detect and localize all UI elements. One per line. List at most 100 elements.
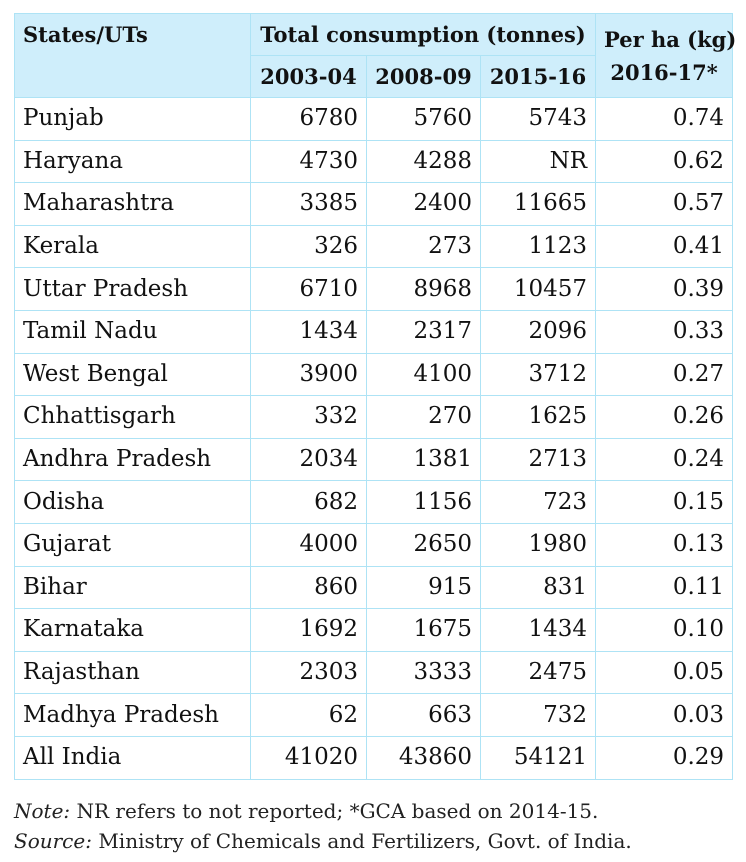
value-2015-16: NR (479, 139, 597, 184)
value-per-ha: 0.03 (595, 693, 734, 737)
table-row: All India 41020 43860 54121 0.29 (14, 735, 734, 780)
value-per-ha: 0.39 (595, 267, 734, 311)
value-2015-16: 831 (479, 565, 597, 610)
value-2015-16: 1434 (479, 608, 597, 652)
header-per-ha-label: Per ha (kg) (604, 27, 737, 52)
value-2003-04: 1692 (250, 608, 367, 652)
value-2008-09: 915 (366, 565, 481, 610)
value-per-ha: 0.24 (595, 437, 734, 482)
table-row: Kerala 326 273 1123 0.41 (14, 224, 734, 269)
value-per-ha: 0.29 (595, 735, 734, 780)
table-row: West Bengal 3900 4100 3712 0.27 (14, 352, 734, 397)
value-2015-16: 1625 (479, 395, 597, 439)
consumption-table-container: States/UTs Total consumption (tonnes) Pe… (14, 13, 737, 780)
table-row: Tamil Nadu 1434 2317 2096 0.33 (14, 309, 734, 354)
value-2015-16: 10457 (479, 267, 597, 311)
value-2008-09: 3333 (366, 650, 481, 695)
value-2008-09: 5760 (366, 97, 481, 141)
header-per-ha: Per ha (kg) 2016-17* (595, 13, 737, 98)
value-2015-16: 2096 (479, 309, 597, 354)
value-2003-04: 1434 (250, 309, 367, 354)
value-2008-09: 43860 (366, 735, 481, 780)
value-per-ha: 0.11 (595, 565, 734, 610)
table-row: Punjab 6780 5760 5743 0.74 (14, 97, 734, 141)
value-2008-09: 2400 (366, 182, 481, 226)
value-2003-04: 4000 (250, 522, 367, 567)
value-per-ha: 0.74 (595, 97, 734, 141)
source-label: Source: (14, 829, 92, 853)
value-2003-04: 3385 (250, 182, 367, 226)
value-2003-04: 326 (250, 224, 367, 269)
source-line: Source: Ministry of Chemicals and Fertil… (14, 826, 632, 856)
value-2015-16: 54121 (479, 735, 597, 780)
table-row: Uttar Pradesh 6710 8968 10457 0.39 (14, 267, 734, 311)
header-total-consumption: Total consumption (tonnes) (249, 13, 597, 56)
table-row: Gujarat 4000 2650 1980 0.13 (14, 522, 734, 567)
value-2015-16: 3712 (479, 352, 597, 397)
state-cell: Punjab (14, 97, 251, 141)
header-year-2003: 2003-04 (250, 55, 367, 98)
value-2008-09: 273 (366, 224, 481, 269)
state-cell: Rajasthan (14, 650, 251, 695)
state-cell: Andhra Pradesh (14, 437, 251, 482)
value-2003-04: 332 (250, 395, 367, 439)
header-year-2015: 2015-16 (479, 55, 597, 98)
value-2008-09: 270 (366, 395, 481, 439)
table-row: Maharashtra 3385 2400 11665 0.57 (14, 182, 734, 226)
value-2015-16: 732 (479, 693, 597, 737)
state-cell: Chhattisgarh (14, 395, 251, 439)
table-header: States/UTs Total consumption (tonnes) Pe… (14, 13, 737, 98)
note-text: NR refers to not reported; *GCA based on… (70, 799, 599, 823)
table-row: Madhya Pradesh 62 663 732 0.03 (14, 693, 734, 737)
value-per-ha: 0.57 (595, 182, 734, 226)
value-2008-09: 1675 (366, 608, 481, 652)
value-2008-09: 4100 (366, 352, 481, 397)
value-2008-09: 2650 (366, 522, 481, 567)
table-notes: Note: NR refers to not reported; *GCA ba… (14, 796, 632, 856)
value-2015-16: 11665 (479, 182, 597, 226)
value-2015-16: 723 (479, 480, 597, 524)
state-cell: West Bengal (14, 352, 251, 397)
value-per-ha: 0.15 (595, 480, 734, 524)
consumption-table: States/UTs Total consumption (tonnes) Pe… (14, 13, 737, 780)
value-2015-16: 1980 (479, 522, 597, 567)
source-text: Ministry of Chemicals and Fertilizers, G… (91, 829, 632, 853)
value-per-ha: 0.62 (595, 139, 734, 184)
state-cell: Tamil Nadu (14, 309, 251, 354)
table-row: Andhra Pradesh 2034 1381 2713 0.24 (14, 437, 734, 482)
state-cell: Uttar Pradesh (14, 267, 251, 311)
value-2003-04: 6780 (250, 97, 367, 141)
state-cell: Madhya Pradesh (14, 693, 251, 737)
value-2015-16: 1123 (479, 224, 597, 269)
table-row: Rajasthan 2303 3333 2475 0.05 (14, 650, 734, 695)
note-line: Note: NR refers to not reported; *GCA ba… (14, 796, 632, 826)
state-cell: Odisha (14, 480, 251, 524)
value-2008-09: 1381 (366, 437, 481, 482)
value-2003-04: 41020 (250, 735, 367, 780)
value-2008-09: 4288 (366, 139, 481, 184)
state-cell: Karnataka (14, 608, 251, 652)
value-per-ha: 0.27 (595, 352, 734, 397)
value-2003-04: 682 (250, 480, 367, 524)
value-2003-04: 6710 (250, 267, 367, 311)
state-cell: Maharashtra (14, 182, 251, 226)
note-label: Note: (14, 799, 71, 823)
value-2008-09: 8968 (366, 267, 481, 311)
value-per-ha: 0.33 (595, 309, 734, 354)
value-2015-16: 2475 (479, 650, 597, 695)
table-row: Chhattisgarh 332 270 1625 0.26 (14, 395, 734, 439)
value-per-ha: 0.26 (595, 395, 734, 439)
table-row: Bihar 860 915 831 0.11 (14, 565, 734, 610)
header-states: States/UTs (14, 13, 251, 98)
value-per-ha: 0.05 (595, 650, 734, 695)
value-2003-04: 2303 (250, 650, 367, 695)
table-row: Karnataka 1692 1675 1434 0.10 (14, 608, 734, 652)
value-per-ha: 0.10 (595, 608, 734, 652)
value-2003-04: 2034 (250, 437, 367, 482)
value-per-ha: 0.41 (595, 224, 734, 269)
value-per-ha: 0.13 (595, 522, 734, 567)
state-cell: All India (14, 735, 251, 780)
value-2003-04: 3900 (250, 352, 367, 397)
value-2003-04: 4730 (250, 139, 367, 184)
table-body: Punjab 6780 5760 5743 0.74 Haryana 4730 4288 NR 0… (14, 97, 734, 780)
